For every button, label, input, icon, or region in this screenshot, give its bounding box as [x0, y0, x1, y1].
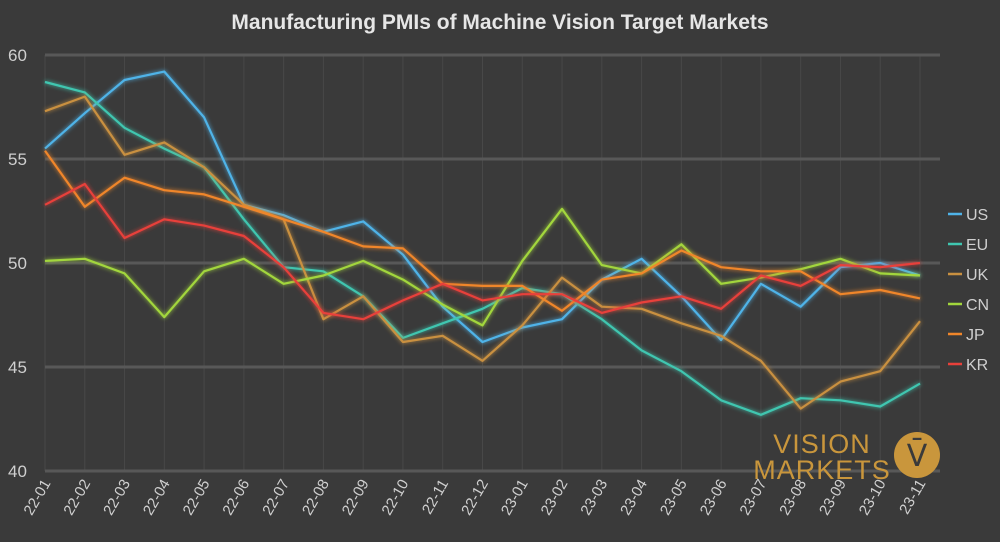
- x-tick-label: 23-06: [697, 477, 731, 519]
- y-tick-label: 60: [8, 46, 27, 65]
- x-tick-label: 22-12: [458, 477, 492, 519]
- legend-label-kr: KR: [966, 357, 988, 374]
- y-axis-ticks: 40 45 50 55 60: [8, 46, 27, 481]
- y-tick-label: 55: [8, 150, 27, 169]
- logo-line-1: VISION: [773, 429, 871, 459]
- legend-label-jp: JP: [966, 327, 985, 344]
- legend-label-eu: EU: [966, 237, 988, 254]
- legend-label-uk: UK: [966, 267, 989, 284]
- series-lines: [44, 70, 921, 416]
- x-tick-label: 23-02: [538, 477, 572, 519]
- x-tick-label: 22-10: [379, 477, 413, 519]
- legend: US EU UK CN JP KR: [948, 207, 989, 374]
- x-tick-label: 22-04: [140, 477, 174, 519]
- x-tick-label: 23-03: [577, 477, 611, 519]
- x-tick-label: 22-08: [299, 477, 333, 519]
- x-tick-label: 22-07: [259, 477, 293, 519]
- series-line-eu: [44, 80, 921, 416]
- logo-badge-symbol: V̄: [907, 438, 928, 474]
- x-tick-label: 22-02: [60, 477, 94, 519]
- series-line-kr: [44, 182, 921, 321]
- x-tick-label: 23-04: [617, 477, 651, 519]
- series-line-cn: [44, 207, 921, 327]
- y-tick-label: 50: [8, 254, 27, 273]
- x-tick-label: 22-05: [180, 477, 214, 519]
- series-line-us: [44, 70, 921, 344]
- x-tick-label: 23-05: [657, 477, 691, 519]
- x-tick-label: 22-01: [21, 477, 55, 519]
- x-tick-label: 22-06: [219, 477, 253, 519]
- series-line-jp: [44, 150, 921, 312]
- gridlines: [44, 53, 940, 473]
- series-line-uk: [44, 95, 921, 410]
- legend-label-us: US: [966, 207, 988, 224]
- logo-badge: [894, 432, 940, 478]
- x-axis-ticks: 22-01 22-02 22-03 22-04 22-05 22-06 22-07 22-08…: [21, 477, 930, 519]
- y-tick-label: 45: [8, 358, 27, 377]
- x-tick-label: 23-11: [896, 477, 929, 518]
- chart-title: Manufacturing PMIs of Machine Vision Tar…: [231, 11, 768, 34]
- logo-line-2: MARKETS: [753, 455, 891, 485]
- y-tick-label: 40: [8, 462, 27, 481]
- x-tick-label: 22-09: [339, 477, 373, 519]
- vision-markets-logo: VISION MARKETS V̄: [753, 429, 940, 485]
- x-tick-label: 23-01: [498, 477, 532, 519]
- x-tick-label: 22-11: [419, 477, 452, 518]
- legend-label-cn: CN: [966, 297, 989, 314]
- x-tick-label: 22-03: [100, 477, 134, 519]
